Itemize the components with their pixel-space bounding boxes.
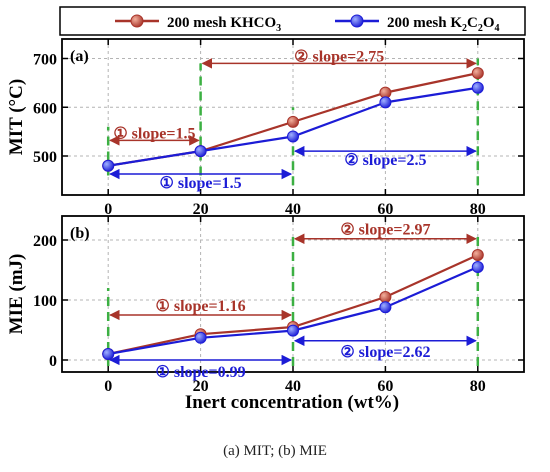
x-tick-label: 40: [285, 378, 301, 395]
panel-label: (a): [70, 48, 89, 65]
data-point: [471, 249, 484, 261]
data-point: [102, 159, 115, 172]
x-tick-label: 0: [104, 378, 112, 395]
panel-mit: 500 600 700 0 20 40 60 80 MIT (°C) (a) ① slope=1.5…: [6, 38, 525, 218]
data-point: [287, 115, 299, 128]
slope-label: ① slope=1.5: [113, 126, 195, 143]
x-tick-label: 60: [377, 201, 393, 218]
y-tick-label: 600: [33, 100, 57, 117]
data-point: [194, 331, 207, 344]
legend-entry: 200 mesh K2C2O4: [335, 14, 500, 34]
y-tick-label: 500: [33, 149, 57, 166]
legend-label: 200 mesh KHCO3: [167, 15, 281, 34]
x-tick-label: 40: [285, 201, 301, 218]
data-point: [379, 301, 392, 314]
panel-mie: 0 100 200 0 20 40 60 80 MIE (mJ) (b) ① slope=1.16 ②…: [6, 215, 525, 395]
slope-label: ① slope=1.5: [160, 175, 242, 192]
y-tick-label: 700: [33, 52, 57, 69]
legend-marker: [350, 14, 364, 28]
slope-label: ② slope=2.5: [344, 152, 426, 169]
y-axis-label: MIT (°C): [6, 79, 27, 155]
figure-caption: (a) MIT; (b) MIE: [223, 443, 327, 459]
slope-label: ② slope=2.75: [294, 49, 384, 66]
data-point: [194, 145, 207, 158]
x-tick-label: 80: [470, 378, 486, 395]
data-point: [287, 324, 299, 337]
legend-entry: 200 mesh KHCO3: [115, 14, 281, 34]
data-point: [471, 81, 484, 94]
x-tick-label: 0: [104, 201, 112, 218]
x-tick-label: 80: [470, 201, 486, 218]
x-tick-label: 60: [377, 378, 393, 395]
slope-label: ② slope=2.97: [340, 222, 430, 239]
data-point: [102, 348, 115, 360]
x-tick-label: 20: [193, 378, 209, 395]
y-axis-label: MIE (mJ): [6, 254, 27, 335]
data-point: [471, 261, 484, 273]
x-axis-label: Inert concentration (wt%): [185, 392, 399, 413]
slope-label: ① slope=1.16: [156, 298, 246, 315]
slope-label: ① slope=0.99: [156, 364, 246, 381]
slope-label: ② slope=2.62: [340, 344, 430, 361]
x-tick-label: 20: [193, 201, 209, 218]
data-point: [471, 67, 484, 80]
data-point: [287, 130, 299, 143]
y-tick-label: 100: [33, 293, 57, 310]
y-tick-label: 200: [33, 233, 57, 250]
data-point: [379, 291, 392, 303]
y-tick-label: 0: [49, 353, 57, 370]
panel-label: (b): [70, 225, 90, 242]
legend-marker: [130, 14, 144, 28]
legend-label: 200 mesh K2C2O4: [387, 15, 500, 34]
data-point: [379, 96, 392, 109]
